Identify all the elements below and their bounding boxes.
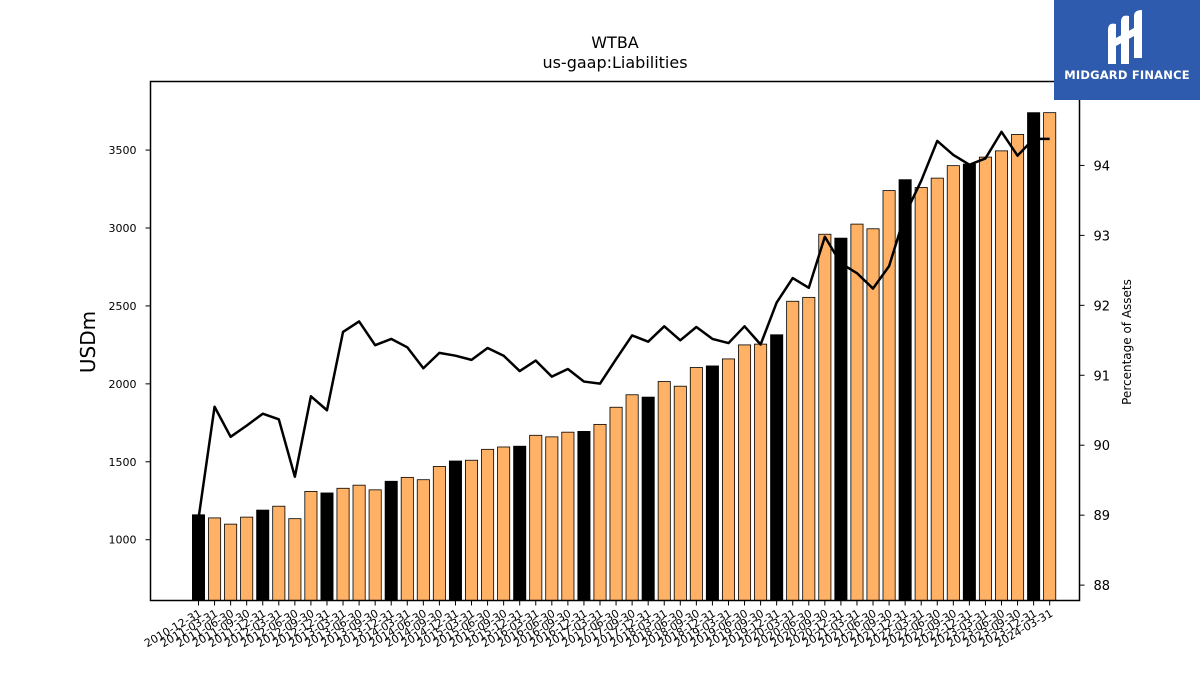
bar (689, 367, 703, 601)
bar (898, 179, 912, 601)
brand-logo: MIDGARD FINANCE (1054, 0, 1200, 100)
y-tick-label: 1000 (109, 534, 137, 547)
bar (818, 233, 832, 601)
bar (930, 177, 944, 601)
bar (914, 187, 928, 601)
y2-tick-label: 94 (1094, 159, 1111, 174)
bar (641, 396, 655, 601)
y2-axis-label: Percentage of Assets (1120, 279, 1134, 405)
y2-tick-label: 91 (1094, 369, 1111, 384)
bar (657, 381, 671, 601)
x-axis-ticks: 2010-12-312011-03-312011-06-302011-09-30… (142, 600, 1055, 650)
bar (320, 492, 334, 601)
bar (770, 334, 784, 601)
bar (400, 476, 414, 601)
bar (368, 489, 382, 601)
y2-tick-label: 88 (1094, 579, 1111, 594)
y-tick-label: 2500 (109, 300, 137, 313)
bar (673, 385, 687, 601)
bar (1011, 134, 1025, 601)
bar (1043, 112, 1057, 601)
bar-series (191, 112, 1057, 601)
bar (561, 431, 575, 601)
bar (465, 459, 479, 601)
bar (208, 517, 222, 601)
bar (786, 300, 800, 601)
bar (529, 434, 543, 601)
bar (272, 505, 286, 601)
bar (834, 237, 848, 601)
y-tick-label: 3000 (109, 222, 137, 235)
bar (432, 466, 446, 601)
right-axis-ticks: 88 89 90 91 92 93 94 (1079, 159, 1111, 594)
bar (191, 514, 205, 601)
bar (545, 436, 559, 601)
bar (384, 480, 398, 601)
bar (240, 516, 254, 601)
left-axis-ticks: 1000 1500 2000 2500 3000 3500 (109, 144, 151, 547)
y-axis-label: USDm (76, 311, 100, 373)
bar (625, 394, 639, 601)
bar (946, 165, 960, 601)
y-tick-label: 3500 (109, 144, 137, 157)
chart-subtitle: us-gaap:Liabilities (542, 53, 687, 72)
chart-title: WTBA (591, 33, 639, 52)
bar (978, 156, 992, 601)
bar (593, 423, 607, 601)
y2-tick-label: 93 (1094, 229, 1111, 244)
bar (448, 460, 462, 601)
bar (962, 163, 976, 601)
bar (754, 343, 768, 601)
bar (577, 430, 591, 601)
plot-frame (149, 80, 1081, 602)
bar (738, 344, 752, 601)
y2-tick-label: 92 (1094, 299, 1111, 314)
bar (721, 358, 735, 601)
bar (224, 523, 238, 601)
bar (705, 365, 719, 601)
bar (256, 509, 270, 601)
bar (336, 487, 350, 601)
y-tick-label: 1500 (109, 456, 137, 469)
line-series (197, 130, 1050, 519)
bar (497, 446, 511, 601)
brand-name: MIDGARD FINANCE (1064, 68, 1190, 82)
bar (352, 484, 366, 601)
bar (609, 406, 623, 601)
brand-mark-icon (1108, 10, 1142, 65)
bar (513, 445, 527, 601)
bar (995, 150, 1009, 601)
bar (802, 296, 816, 601)
y2-tick-label: 89 (1094, 509, 1111, 524)
bar (416, 479, 430, 601)
y2-tick-label: 90 (1094, 439, 1111, 454)
bar (304, 490, 318, 601)
bar (850, 223, 864, 601)
bar (481, 448, 495, 601)
y-tick-label: 2000 (109, 378, 137, 391)
percentage-line (197, 130, 1050, 519)
bar (1027, 112, 1041, 601)
bar (288, 518, 302, 601)
